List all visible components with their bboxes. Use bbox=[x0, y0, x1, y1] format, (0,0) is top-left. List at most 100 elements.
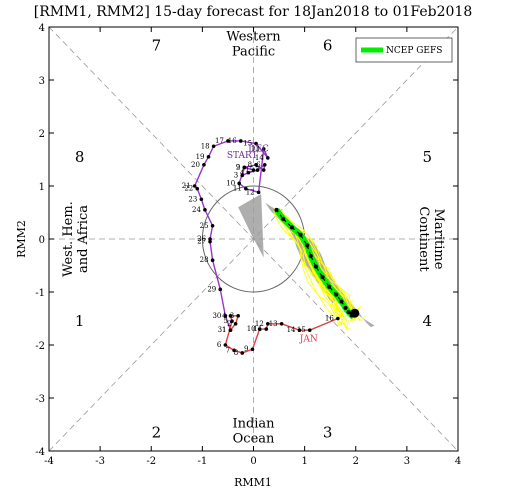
region-label-line: and Africa bbox=[76, 205, 91, 273]
observed-point bbox=[254, 163, 258, 167]
ensemble-member-line bbox=[275, 212, 348, 321]
day-label: 8 bbox=[234, 349, 238, 357]
x-tick-label: 4 bbox=[455, 456, 461, 467]
day-label: 16 bbox=[325, 315, 334, 323]
observed-point bbox=[256, 190, 261, 195]
day-label: 11 bbox=[253, 325, 262, 333]
ensemble-spread-shading bbox=[238, 193, 264, 258]
legend: NCEP GEFS bbox=[355, 37, 453, 63]
phase-number-1: 1 bbox=[75, 312, 85, 330]
day-label: 7 bbox=[226, 346, 230, 354]
forecast-point bbox=[343, 305, 348, 310]
y-tick-label: 3 bbox=[39, 76, 45, 87]
day-label: 26 bbox=[197, 235, 206, 243]
observed-point bbox=[251, 168, 256, 172]
observed-point bbox=[264, 327, 269, 331]
region-label: West. Hem. and Africa bbox=[61, 201, 91, 277]
region-label-line: Maritime bbox=[431, 209, 446, 270]
day-label: 7 bbox=[255, 166, 259, 174]
month-label-dec: DEC bbox=[248, 145, 269, 155]
y-tick-label: 1 bbox=[39, 182, 45, 193]
x-tick-label: -3 bbox=[95, 456, 105, 467]
day-label: 18 bbox=[201, 142, 210, 150]
observed-point bbox=[240, 351, 245, 355]
forecast-point bbox=[346, 310, 351, 315]
y-tick-label: -3 bbox=[35, 394, 45, 405]
y-tick-label: -2 bbox=[35, 341, 45, 352]
x-tick-label: -1 bbox=[198, 456, 208, 467]
observed-point bbox=[238, 139, 243, 143]
forecast-point bbox=[308, 253, 313, 258]
observed-point bbox=[223, 314, 228, 318]
observed-point bbox=[199, 197, 204, 202]
x-tick-label: 3 bbox=[404, 456, 410, 467]
observed-point bbox=[279, 322, 284, 326]
day-label: 1 bbox=[245, 166, 249, 174]
observed-point bbox=[208, 237, 212, 241]
x-tick-label: -4 bbox=[44, 456, 54, 467]
day-label: 14 bbox=[287, 326, 296, 334]
region-label-line: Ocean bbox=[233, 431, 275, 446]
forecast-point bbox=[320, 275, 325, 280]
day-label: 8 bbox=[248, 161, 252, 169]
observed-point bbox=[228, 328, 233, 332]
observed-point bbox=[236, 314, 240, 318]
day-label: 16 bbox=[228, 137, 237, 145]
plot-frame bbox=[48, 26, 459, 452]
observed-point bbox=[244, 186, 248, 191]
observed-line-jan bbox=[224, 315, 339, 354]
day-label: 5 bbox=[249, 166, 253, 174]
day-label: 6 bbox=[217, 341, 222, 349]
month-label-start: START bbox=[227, 151, 258, 161]
day-label: 24 bbox=[192, 206, 201, 214]
region-label-line: Western bbox=[226, 29, 281, 44]
day-label: 27 bbox=[197, 238, 206, 246]
x-axis-label: RMM1 bbox=[234, 476, 272, 489]
day-label: 14 bbox=[255, 154, 264, 162]
phase-number-2: 2 bbox=[152, 423, 162, 441]
observed-point bbox=[202, 163, 206, 167]
x-tick-label: -2 bbox=[146, 456, 156, 467]
forecast-point bbox=[334, 292, 339, 297]
y-axis-label: RMM2 bbox=[15, 220, 28, 258]
day-label: 30 bbox=[212, 312, 221, 320]
day-label: 22 bbox=[184, 185, 193, 193]
observed-point bbox=[226, 139, 230, 143]
phase-number-5: 5 bbox=[423, 148, 433, 166]
phase-number-7: 7 bbox=[152, 37, 162, 55]
region-label-line: Continent bbox=[416, 206, 431, 272]
day-label: 19 bbox=[196, 153, 205, 161]
day-label: 9 bbox=[236, 163, 240, 171]
day-label: 2 bbox=[227, 320, 231, 328]
day-label: 15 bbox=[297, 326, 306, 334]
region-label-line: Indian bbox=[232, 416, 275, 431]
month-label-jan: JAN bbox=[299, 334, 318, 344]
day-label: 15 bbox=[243, 140, 252, 148]
x-tick-label: 0 bbox=[250, 456, 256, 467]
observed-point bbox=[192, 184, 197, 188]
day-label: 21 bbox=[182, 182, 191, 190]
observed-point bbox=[195, 186, 200, 191]
day-label: 2 bbox=[236, 163, 240, 171]
phase-number-3: 3 bbox=[323, 423, 333, 441]
day-label: 9 bbox=[244, 345, 248, 353]
x-tick-label: 2 bbox=[353, 456, 359, 467]
phase-number-6: 6 bbox=[323, 37, 333, 55]
observed-point bbox=[211, 144, 216, 149]
region-label-line: West. Hem. bbox=[61, 201, 76, 277]
observed-point bbox=[237, 181, 241, 186]
day-label: 28 bbox=[200, 256, 209, 264]
forecast-point bbox=[305, 243, 310, 248]
forecast-mean-line bbox=[274, 208, 357, 320]
observed-point bbox=[223, 343, 228, 347]
observed-point bbox=[261, 168, 266, 172]
forecast-point bbox=[298, 232, 303, 237]
y-tick-label: -4 bbox=[35, 447, 45, 458]
observed-point bbox=[230, 319, 234, 323]
forecast-end-marker bbox=[350, 308, 360, 318]
y-tick-label: -1 bbox=[35, 288, 45, 299]
day-label: 13 bbox=[251, 145, 260, 153]
observed-point bbox=[242, 165, 247, 170]
phase-number-4: 4 bbox=[423, 312, 433, 330]
